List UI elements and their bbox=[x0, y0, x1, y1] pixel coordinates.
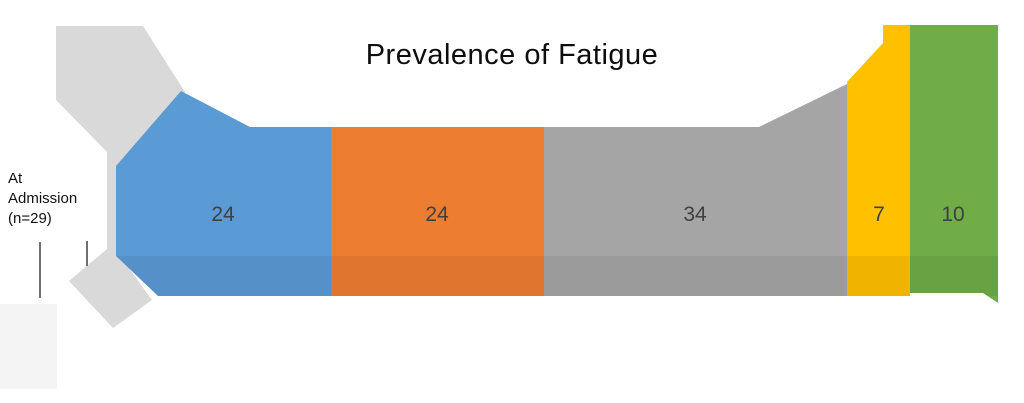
row-label-at-admission: At Admission (n=29) bbox=[8, 170, 78, 227]
segment-value-moderate: 34 bbox=[683, 203, 707, 226]
segment-value-not-at-all: 24 bbox=[211, 203, 235, 226]
segment-value-vague: 10 bbox=[941, 203, 964, 226]
segment-shadow-band bbox=[116, 256, 998, 296]
segment-vague-or-unclear bbox=[910, 25, 998, 303]
legend: Not at all Mild Moderate Severe Overwhel… bbox=[0, 337, 1024, 387]
segment-value-mild: 24 bbox=[425, 203, 449, 226]
chart-title: Prevalence of Fatigue bbox=[365, 39, 659, 71]
segment-mild bbox=[331, 127, 544, 296]
segment-severe bbox=[847, 25, 910, 296]
segment-value-severe: 7 bbox=[873, 203, 885, 226]
segment-moderate bbox=[544, 84, 847, 296]
admission-flow-shape bbox=[56, 26, 185, 328]
pale-background-panel bbox=[0, 304, 57, 389]
segment-not-at-all bbox=[116, 91, 331, 296]
